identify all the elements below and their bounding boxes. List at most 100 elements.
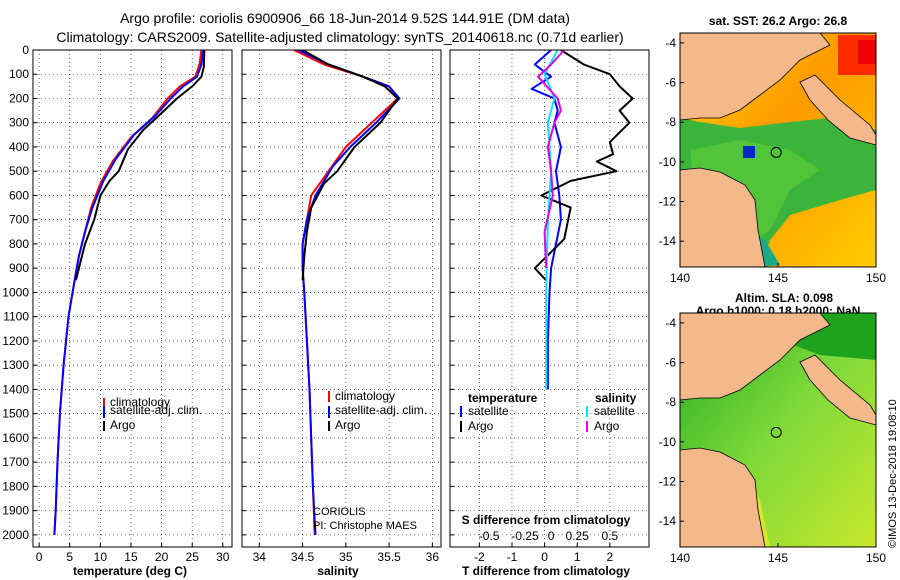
panel-frame [241,49,442,548]
map-x-tick-label: 145 [768,271,788,285]
y-tick-label: 200 [9,91,29,105]
legend-satellite-adj-s: satellite-adj. clim. [335,403,427,417]
sst-map-axes: 140 145 150 -4 -6 -8 -10 -12 -14 [659,36,887,285]
map-y-tick-label: -4 [665,36,676,50]
footer-copyright: ©IMOS 13-Dec-2018 19:08:10 [887,399,899,548]
map-x-tick-label: 140 [670,271,690,285]
series-line-satellite-adj-clim- [297,50,401,535]
temperature-legend: climatology satellite-adj. clim. Argo [103,395,202,432]
series-line-argo [74,50,206,281]
y-tick-label: 300 [9,116,29,130]
legend-temperature-title: temperature [468,391,538,405]
x-tick-label: 35 [339,550,353,564]
y-tick-label: 500 [9,164,29,178]
x-tick-label: 36 [426,550,440,564]
salinity-legend: climatology satellite-adj. clim. Argo [328,389,427,432]
temperature-panel: 0 5 10 15 20 25 300100200300400500600700800900… [2,43,233,564]
map-y-tick-label: -12 [659,195,677,209]
t-difference-xlabel: T difference from climatology [462,564,630,578]
series-line-t-argo [533,50,634,281]
argo-position-circle [770,426,782,438]
legend-satellite-adj: satellite-adj. clim. [110,403,202,417]
y-tick-label: 400 [9,140,29,154]
x-tick-label: 30 [216,550,230,564]
s-difference-tick-label: -0.5 [479,529,500,543]
series-line-satellite-adj-clim- [53,50,205,535]
y-tick-label: 1100 [3,310,29,324]
series-line-s-satellite [543,50,559,390]
y-tick-label: 700 [9,213,29,227]
legend-s-argo: Argo [594,419,620,433]
map-x-tick-label: 140 [670,551,690,565]
series-line-t-satellite [530,50,562,390]
pi-annotation: PI: Christophe MAES [313,520,417,532]
x-tick-label: 34.5 [291,550,315,564]
x-tick-label: 10 [94,550,108,564]
y-tick-label: 100 [9,67,29,81]
coriolis-annotation: CORIOLIS [313,506,366,518]
title-line-2: Climatology: CARS2009. Satellite-adjuste… [56,29,623,45]
map-y-tick-label: -12 [659,475,677,489]
y-tick-label: 1200 [2,334,29,348]
y-tick-label: 1600 [2,431,29,445]
legend-s-satellite: satellite [594,404,635,418]
map-y-tick-label: -8 [665,115,676,129]
x-tick-label: 35.5 [377,550,401,564]
y-tick-label: 600 [9,188,29,202]
x-tick-label: 5 [66,550,73,564]
sla-map [680,313,876,547]
legend-climatology: climatology [110,395,170,409]
sst-map [680,33,876,267]
salinity-xlabel: salinity [317,564,359,578]
legend-salinity-title: salinity [595,391,637,405]
x-tick-label: -1 [507,550,518,564]
salinity-panel: 34 34.5 35 35.5 36 [241,49,442,564]
map-x-tick-label: 150 [866,271,886,285]
map-y-tick-label: -10 [659,155,677,169]
y-tick-label: 0 [22,43,29,57]
legend-argo-s: Argo [335,418,361,432]
y-tick-label: 1800 [2,479,29,493]
series-line-argo [301,50,399,281]
panel-frame [32,49,233,548]
s-difference-ticks: -0.5 -0.25 0 0.25 0.5 [479,529,619,543]
y-tick-label: 1400 [2,382,29,396]
x-tick-label: 34 [253,550,267,564]
difference-legend: temperature salinity satellite Argo sate… [460,391,637,433]
panel-frame [449,49,650,548]
sla-map-title-1: Altim. SLA: 0.098 [735,291,833,305]
x-tick-label: 15 [124,550,138,564]
x-tick-label: 20 [155,550,169,564]
map-y-tick-label: -14 [659,514,677,528]
legend-climatology-s: climatology [335,389,395,403]
x-tick-label: 1 [574,550,581,564]
s-difference-tick-label: 0.25 [566,529,590,543]
title-line-1: Argo profile: coriolis 6900906_66 18-Jun… [120,10,570,26]
temperature-xlabel: temperature (deg C) [73,564,187,578]
y-tick-label: 1700 [2,455,29,469]
s-difference-tick-label: 0 [548,529,555,543]
argo-location-marker-sla [770,426,782,438]
map-x-tick-label: 150 [866,551,886,565]
map-y-tick-label: -14 [659,234,677,248]
map-y-tick-label: -6 [665,356,676,370]
y-tick-label: 800 [9,237,29,251]
legend-argo: Argo [110,418,136,432]
x-tick-label: 0 [541,550,548,564]
y-tick-label: 2000 [2,528,29,542]
s-difference-label: S difference from climatology [462,513,631,527]
sst-map-title: sat. SST: 26.2 Argo: 26.8 [709,14,848,28]
x-tick-label: -2 [474,550,485,564]
sla-map-axes: 140 145 150 -4 -6 -8 -10 -12 -14 [659,316,887,565]
legend-t-argo: Argo [468,419,494,433]
map-y-tick-label: -10 [659,435,677,449]
y-tick-label: 900 [9,261,29,275]
argo-position-circle [770,146,782,158]
s-difference-tick-label: -0.25 [511,529,539,543]
argo-location-marker [770,146,782,158]
y-tick-label: 1500 [2,407,29,421]
series-line-s-argo [537,50,565,269]
difference-panel: -2 -1 0 1 2 [449,49,650,564]
x-tick-label: 25 [186,550,200,564]
